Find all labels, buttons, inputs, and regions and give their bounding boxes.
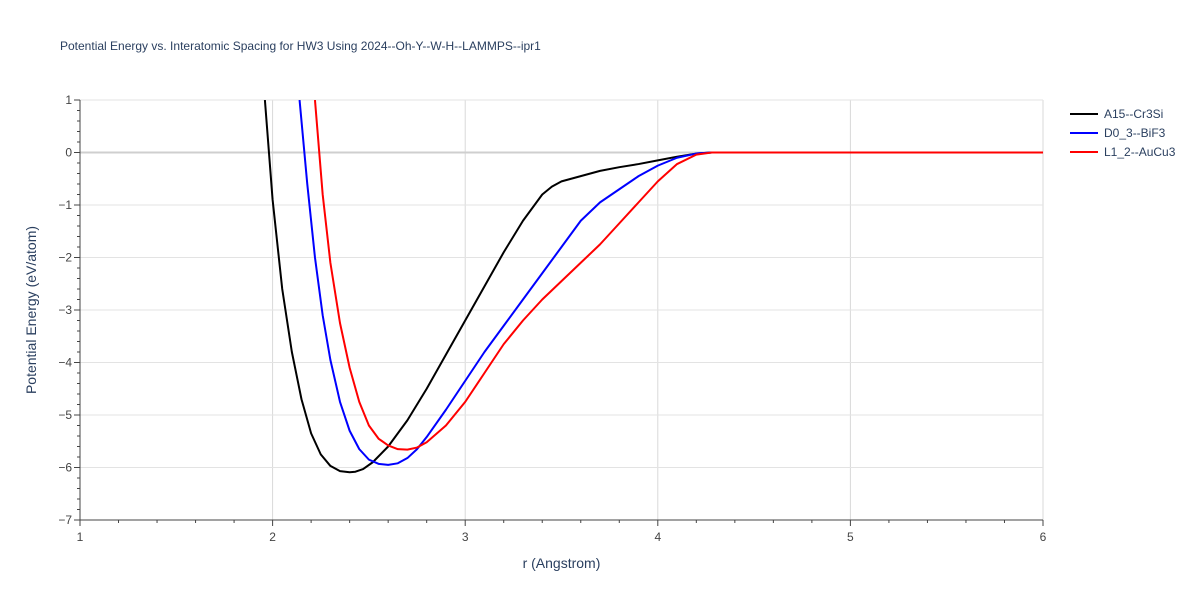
y-tick-label: −4 [58, 356, 72, 370]
legend-item[interactable]: L1_2--AuCu3 [1070, 145, 1176, 159]
x-tick-label: 5 [847, 530, 854, 544]
y-tick-label: 0 [65, 146, 72, 160]
y-axis-title: Potential Energy (eV/atom) [23, 226, 39, 394]
y-tick-label: −3 [58, 303, 72, 317]
legend-label: A15--Cr3Si [1104, 107, 1163, 121]
series-line-1 [263, 100, 1043, 474]
axes-layer: 1 2 3 4 5 6 1 0 −1 −2 −3 −4 −5 −6 −7 [58, 93, 1046, 544]
y-tick-label: 1 [65, 93, 72, 107]
legend-item[interactable]: D0_3--BiF3 [1070, 126, 1166, 140]
y-tick-label: −2 [58, 251, 72, 265]
legend[interactable]: A15--Cr3Si D0_3--BiF3 L1_2--AuCu3 [1070, 107, 1176, 159]
y-tick-label: −7 [58, 513, 72, 527]
x-tick-label: 3 [462, 530, 469, 544]
y-tick-label: −5 [58, 408, 72, 422]
x-tick-label: 6 [1040, 530, 1047, 544]
y-tick-label: −1 [58, 198, 72, 212]
legend-label: D0_3--BiF3 [1104, 126, 1166, 140]
x-tick-label: 2 [269, 530, 276, 544]
x-axis-title: r (Angstrom) [523, 555, 601, 571]
y-tick-label: −6 [58, 461, 72, 475]
series-line-2 [298, 100, 1043, 466]
x-tick-label: 1 [77, 530, 84, 544]
x-tick-label: 4 [654, 530, 661, 544]
series-line-3 [313, 100, 1043, 451]
legend-label: L1_2--AuCu3 [1104, 145, 1176, 159]
legend-item[interactable]: A15--Cr3Si [1070, 107, 1163, 121]
chart-title: Potential Energy vs. Interatomic Spacing… [60, 39, 541, 53]
grid-layer [80, 99, 1044, 520]
series-layer [263, 100, 1043, 474]
